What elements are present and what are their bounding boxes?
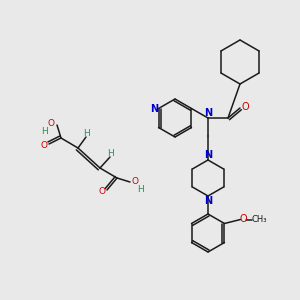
Text: H: H <box>84 128 90 137</box>
Text: H: H <box>42 127 48 136</box>
Text: O: O <box>98 188 106 196</box>
Text: O: O <box>47 119 55 128</box>
Text: N: N <box>204 150 212 160</box>
Text: O: O <box>131 178 139 187</box>
Text: N: N <box>204 108 212 118</box>
Text: N: N <box>151 103 159 113</box>
Text: N: N <box>204 196 212 206</box>
Text: O: O <box>40 140 47 149</box>
Text: H: H <box>136 185 143 194</box>
Text: O: O <box>241 102 249 112</box>
Text: CH₃: CH₃ <box>252 215 267 224</box>
Text: H: H <box>108 148 114 158</box>
Text: O: O <box>240 214 247 224</box>
